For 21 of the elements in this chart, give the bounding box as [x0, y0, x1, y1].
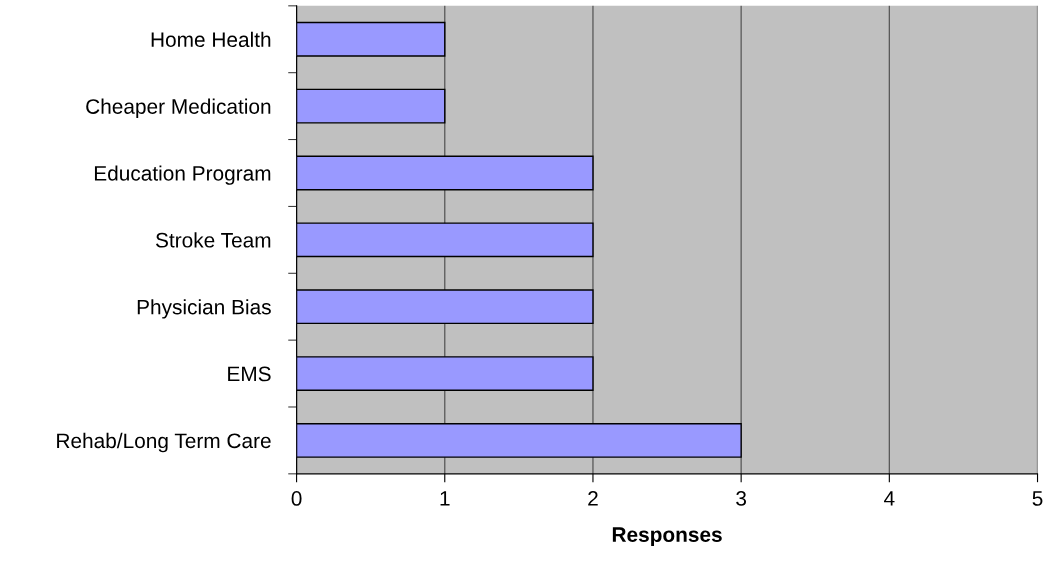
bar: [296, 289, 594, 325]
y-tick-label: EMS: [228, 366, 271, 382]
y-tick-label: Cheaper Medication: [86, 98, 271, 119]
x-tick-label: 3: [736, 491, 747, 506]
y-tick-label: Home Health: [151, 31, 271, 48]
y-tick-label: Education Program: [94, 165, 271, 185]
x-tick-label: 5: [1032, 491, 1043, 506]
x-tick-label: 0: [291, 491, 302, 506]
x-tick-label: 2: [588, 491, 598, 506]
x-tick-label: 1: [440, 491, 450, 506]
bar: [296, 21, 446, 57]
bar: [296, 155, 594, 191]
y-tick-label: Rehab/Long Term Care: [57, 432, 271, 453]
bar: [296, 356, 594, 391]
x-tick-label: 4: [884, 491, 895, 506]
x-axis-title: Responses: [612, 527, 722, 547]
y-tick-label: Physician Bias: [137, 299, 271, 319]
bar: [296, 88, 446, 124]
y-tick-label: Stroke Team: [155, 232, 271, 248]
bar: [296, 423, 742, 458]
bar: [296, 222, 594, 258]
